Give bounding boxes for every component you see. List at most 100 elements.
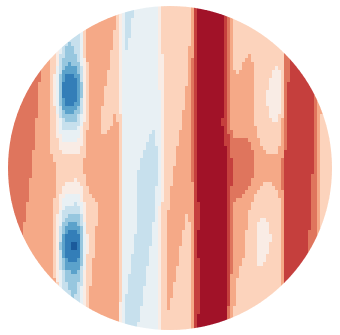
heatmap-cell [77,62,81,67]
heatmap-cell [233,86,237,91]
heatmap-cell [191,26,195,31]
heatmap-cell [173,178,177,183]
heatmap-cell [8,202,12,207]
heatmap-cell [68,166,72,171]
heatmap-cell [71,118,75,123]
heatmap-cell [218,30,222,35]
heatmap-cell [134,214,138,219]
heatmap-cell [293,134,297,139]
heatmap-cell [149,42,153,47]
heatmap-cell [203,218,207,223]
heatmap-cell [254,182,258,187]
heatmap-cell [119,26,123,31]
heatmap-cell [101,166,105,171]
heatmap-cell [218,130,222,135]
heatmap-cell [320,118,324,123]
heatmap-cell [128,22,132,27]
heatmap-cell [158,114,162,119]
heatmap-cell [158,74,162,79]
heatmap-cell [224,122,228,127]
heatmap-cell [152,154,156,159]
heatmap-cell [71,150,75,155]
heatmap-cell [188,158,192,163]
heatmap-cell [167,134,171,139]
heatmap-cell [89,66,93,71]
heatmap-cell [149,46,153,51]
heatmap-cell [203,214,207,219]
heatmap-cell [158,18,162,23]
heatmap-cell [140,150,144,155]
heatmap-cell [233,98,237,103]
heatmap-cell [134,178,138,183]
heatmap-cell [224,38,228,43]
heatmap-cell [257,34,261,39]
heatmap-cell [143,162,147,167]
heatmap-cell [287,126,291,131]
heatmap-cell [131,114,135,119]
heatmap-cell [188,18,192,23]
heatmap-cell [245,202,249,207]
heatmap-cell [314,142,318,147]
heatmap-cell [131,150,135,155]
heatmap-cell [92,206,96,211]
heatmap-cell [230,158,234,163]
heatmap-cell [59,118,63,123]
heatmap-cell [308,210,312,215]
heatmap-cell [233,26,237,31]
heatmap-cell [47,98,51,103]
heatmap-cell [287,50,291,55]
heatmap-cell [161,54,165,59]
heatmap-cell [74,214,78,219]
heatmap-cell [131,74,135,79]
heatmap-cell [326,146,330,151]
heatmap-cell [236,114,240,119]
heatmap-cell [8,166,12,171]
heatmap-cell [122,162,126,167]
heatmap-cell [74,106,78,111]
heatmap-cell [293,174,297,179]
heatmap-cell [71,106,75,111]
heatmap-cell [290,202,294,207]
heatmap-cell [50,162,54,167]
heatmap-cell [119,166,123,171]
heatmap-cell [14,158,18,163]
heatmap-cell [44,210,48,215]
heatmap-cell [281,174,285,179]
heatmap-cell [311,170,315,175]
heatmap-cell [194,46,198,51]
heatmap-cell [215,54,219,59]
heatmap-cell [191,210,195,215]
heatmap-cell [206,178,210,183]
heatmap-cell [221,70,225,75]
heatmap-cell [158,202,162,207]
heatmap-cell [29,94,33,99]
heatmap-cell [173,122,177,127]
heatmap-cell [164,126,168,131]
heatmap-cell [158,158,162,163]
heatmap-cell [254,206,258,211]
heatmap-cell [221,194,225,199]
heatmap-cell [284,154,288,159]
heatmap-cell [35,158,39,163]
heatmap-cell [293,170,297,175]
heatmap-cell [140,122,144,127]
heatmap-cell [185,82,189,87]
heatmap-cell [86,110,90,115]
heatmap-cell [188,74,192,79]
heatmap-cell [266,110,270,115]
heatmap-cell [209,22,213,27]
heatmap-cell [239,26,243,31]
heatmap-cell [95,30,99,35]
heatmap-cell [161,206,165,211]
heatmap-cell [146,106,150,111]
heatmap-cell [29,194,33,199]
heatmap-cell [86,106,90,111]
heatmap-cell [17,214,21,219]
heatmap-cell [329,182,332,187]
heatmap-cell [149,10,153,15]
heatmap-cell [281,162,285,167]
heatmap-cell [149,174,153,179]
heatmap-cell [299,170,303,175]
heatmap-cell [260,50,264,55]
heatmap-cell [317,94,321,99]
